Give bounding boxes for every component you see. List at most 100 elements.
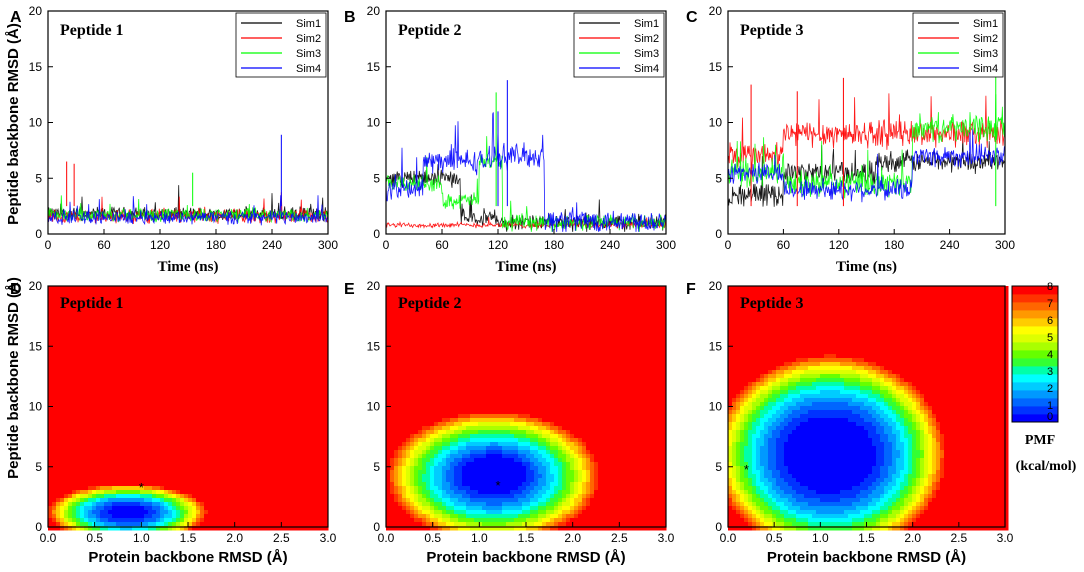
heatmap-cell	[128, 454, 133, 459]
heatmap-cell	[220, 354, 225, 359]
heatmap-cell	[156, 482, 161, 487]
heatmap-cell	[196, 430, 201, 435]
heatmap-cell	[264, 502, 269, 507]
heatmap-cell	[84, 362, 89, 367]
heatmap-cell	[292, 382, 297, 387]
heatmap-cell	[92, 498, 97, 503]
heatmap-cell	[168, 426, 173, 431]
heatmap-cell	[280, 422, 285, 427]
heatmap-cell	[180, 302, 185, 307]
heatmap-cell	[80, 454, 85, 459]
heatmap-cell	[220, 510, 225, 515]
heatmap-cell	[116, 402, 121, 407]
heatmap-cell	[390, 458, 395, 463]
heatmap-cell	[64, 366, 69, 371]
heatmap-cell	[92, 518, 97, 523]
heatmap-cell	[288, 286, 293, 291]
heatmap-cell	[324, 462, 329, 467]
heatmap-cell	[80, 514, 85, 519]
heatmap-cell	[60, 334, 65, 339]
heatmap-cell	[116, 410, 121, 415]
heatmap-cell	[128, 506, 133, 511]
heatmap-cell	[264, 310, 269, 315]
heatmap-cell	[398, 526, 403, 531]
heatmap-cell	[272, 330, 277, 335]
heatmap-cell	[280, 406, 285, 411]
heatmap-cell	[88, 290, 93, 295]
heatmap-cell	[418, 498, 423, 503]
heatmap-cell	[324, 410, 329, 415]
heatmap-cell	[200, 478, 205, 483]
heatmap-cell	[88, 374, 93, 379]
heatmap-cell	[172, 366, 177, 371]
heatmap-cell	[60, 470, 65, 475]
heatmap-cell	[172, 422, 177, 427]
heatmap-cell	[220, 454, 225, 459]
heatmap-cell	[192, 406, 197, 411]
heatmap-cell	[220, 386, 225, 391]
heatmap-cell	[208, 322, 213, 327]
heatmap-cell	[156, 438, 161, 443]
heatmap-cell	[212, 378, 217, 383]
heatmap-cell	[288, 522, 293, 527]
heatmap-cell	[252, 426, 257, 431]
heatmap-cell	[216, 382, 221, 387]
heatmap-cell	[248, 470, 253, 475]
heatmap-cell	[60, 318, 65, 323]
heatmap-cell	[216, 498, 221, 503]
heatmap-cell	[300, 322, 305, 327]
heatmap-cell	[312, 306, 317, 311]
heatmap-cell	[92, 286, 97, 291]
heatmap-cell	[418, 434, 423, 439]
heatmap-cell	[76, 290, 81, 295]
heatmap-cell	[196, 354, 201, 359]
heatmap-cell	[104, 486, 109, 491]
heatmap-cell	[112, 486, 117, 491]
heatmap-cell	[402, 402, 407, 407]
heatmap-cell	[180, 418, 185, 423]
heatmap-cell	[140, 306, 145, 311]
heatmap-cell	[172, 514, 177, 519]
heatmap-cell	[108, 318, 113, 323]
heatmap-cell	[144, 518, 149, 523]
heatmap-cell	[220, 342, 225, 347]
heatmap-cell	[168, 474, 173, 479]
heatmap-cell	[284, 410, 289, 415]
heatmap-cell	[288, 382, 293, 387]
heatmap-cell	[316, 422, 321, 427]
heatmap-cell	[386, 294, 391, 299]
heatmap-cell	[76, 438, 81, 443]
heatmap-cell	[76, 482, 81, 487]
minimum-star-marker: *	[139, 480, 144, 495]
heatmap-cell	[200, 450, 205, 455]
heatmap-cell	[228, 398, 233, 403]
heatmap-cell	[418, 526, 423, 531]
heatmap-cell	[292, 466, 297, 471]
heatmap-cell	[184, 434, 189, 439]
heatmap-cell	[48, 506, 53, 511]
heatmap-cell	[228, 402, 233, 407]
heatmap-cell	[188, 302, 193, 307]
heatmap-cell	[240, 410, 245, 415]
heatmap-cell	[148, 318, 153, 323]
heatmap-cell	[72, 462, 77, 467]
heatmap-cell	[276, 498, 281, 503]
heatmap-cell	[260, 426, 265, 431]
heatmap-cell	[160, 314, 165, 319]
heatmap-cell	[394, 358, 399, 363]
heatmap-cell	[136, 490, 141, 495]
heatmap-cell	[104, 382, 109, 387]
heatmap-cell	[132, 326, 137, 331]
heatmap-cell	[56, 462, 61, 467]
heatmap-cell	[60, 482, 65, 487]
heatmap-cell	[292, 406, 297, 411]
heatmap-cell	[386, 486, 391, 491]
heatmap-cell	[144, 374, 149, 379]
heatmap-cell	[268, 398, 273, 403]
heatmap-cell	[60, 314, 65, 319]
heatmap-cell	[296, 450, 301, 455]
heatmap-cell	[304, 302, 309, 307]
heatmap-cell	[80, 342, 85, 347]
heatmap-cell	[176, 314, 181, 319]
heatmap-cell	[100, 390, 105, 395]
